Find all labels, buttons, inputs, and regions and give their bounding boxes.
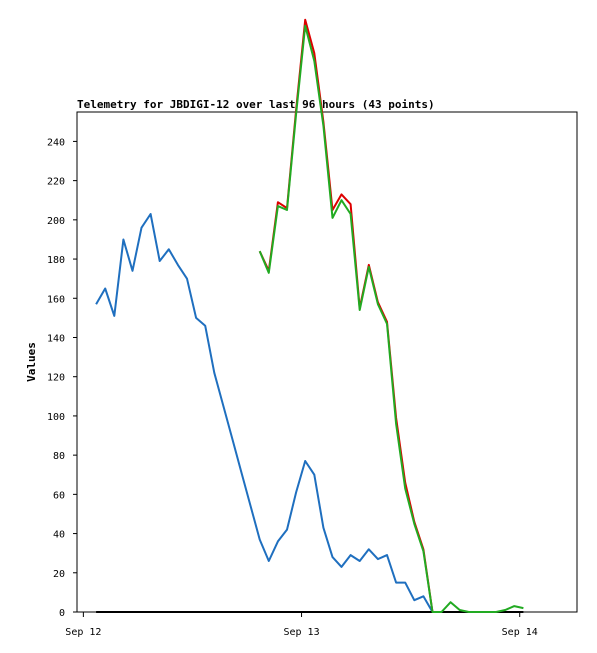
x-axis: Sep 12 Sep 13 Sep 14	[65, 612, 538, 638]
y-tick-label: 240	[47, 137, 65, 148]
y-tick-label: 160	[47, 294, 65, 305]
y-tick-label: 140	[47, 333, 65, 344]
y-tick-label: 20	[53, 569, 65, 580]
y-tick-label: 180	[47, 255, 65, 266]
y-axis-label: Values	[25, 342, 38, 382]
series-line-blue	[95, 213, 442, 613]
x-tick-label: Sep 13	[283, 627, 319, 638]
y-axis: 0 20 40 60 80 100 120 140 160 180 200 220 240	[47, 137, 77, 619]
x-tick-label: Sep 14	[502, 627, 538, 638]
chart-title: Telemetry for JBDIGI-12 over last 96 hou…	[77, 98, 435, 111]
y-tick-label: 100	[47, 412, 65, 423]
series-line-green	[258, 24, 524, 613]
y-tick-label: 40	[53, 530, 65, 541]
y-tick-label: 120	[47, 373, 65, 384]
y-tick-label: 0	[59, 608, 65, 619]
x-tick-label: Sep 12	[65, 627, 101, 638]
y-tick-label: 60	[53, 490, 65, 501]
y-tick-label: 220	[47, 177, 65, 188]
y-tick-label: 200	[47, 216, 65, 227]
series-group	[95, 18, 524, 613]
y-tick-label: 80	[53, 451, 65, 462]
